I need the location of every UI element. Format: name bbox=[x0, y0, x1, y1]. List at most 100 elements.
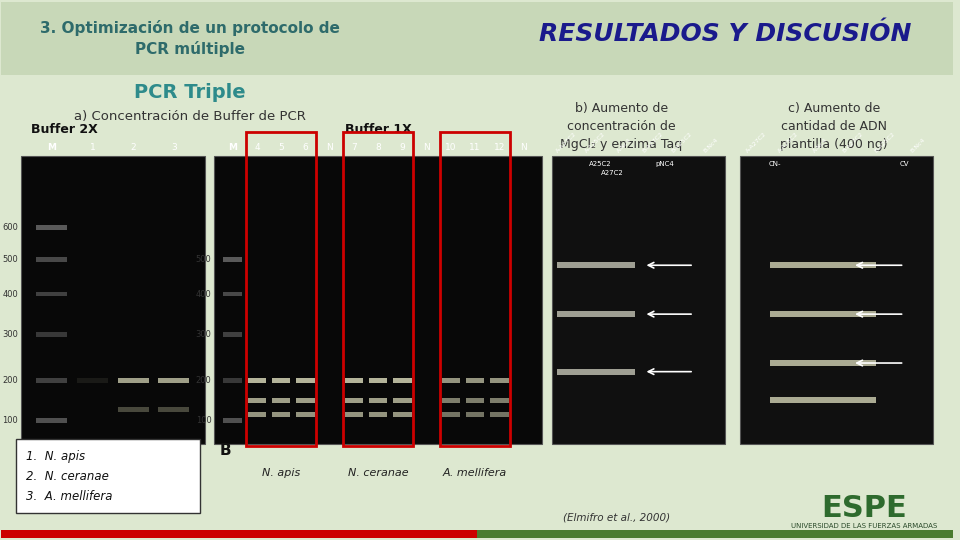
Text: Buffer 1X: Buffer 1X bbox=[345, 123, 412, 136]
Text: 6: 6 bbox=[302, 143, 308, 152]
Text: UNIVERSIDAD DE LAS FUERZAS ARMADAS: UNIVERSIDAD DE LAS FUERZAS ARMADAS bbox=[791, 523, 937, 529]
Text: 1: 1 bbox=[89, 143, 95, 152]
Text: M: M bbox=[47, 143, 56, 152]
Bar bbox=[272, 413, 290, 417]
Bar bbox=[491, 413, 509, 417]
Text: c) Aumento de
cantidad de ADN
plantilla (400 ng): c) Aumento de cantidad de ADN plantilla … bbox=[780, 102, 888, 151]
Text: 200: 200 bbox=[196, 376, 211, 385]
Text: B: B bbox=[220, 443, 231, 458]
Bar bbox=[214, 156, 541, 443]
Bar bbox=[224, 418, 242, 423]
Bar bbox=[369, 398, 387, 403]
Text: N: N bbox=[520, 143, 527, 152]
Bar bbox=[118, 407, 149, 411]
Text: 7: 7 bbox=[351, 143, 357, 152]
Text: CN-: CN- bbox=[769, 161, 781, 167]
Bar bbox=[394, 398, 412, 403]
Text: N. ceranae: N. ceranae bbox=[348, 468, 408, 478]
Text: 300: 300 bbox=[2, 330, 18, 339]
Bar bbox=[557, 262, 635, 268]
Text: 5: 5 bbox=[278, 143, 284, 152]
Bar bbox=[118, 378, 149, 383]
Bar bbox=[248, 378, 266, 383]
Bar bbox=[36, 257, 67, 262]
Text: (Elmifro et al., 2000): (Elmifro et al., 2000) bbox=[563, 513, 670, 523]
Bar bbox=[440, 132, 510, 446]
Bar bbox=[36, 332, 67, 337]
Text: 400: 400 bbox=[2, 289, 18, 299]
Text: A.Nc4: A.Nc4 bbox=[812, 138, 828, 154]
Bar bbox=[770, 360, 876, 366]
Text: B.Nc4: B.Nc4 bbox=[703, 137, 719, 154]
Text: Buffer 2X: Buffer 2X bbox=[31, 123, 98, 136]
Bar bbox=[36, 378, 67, 383]
Text: M: M bbox=[228, 143, 237, 152]
Text: A27C2: A27C2 bbox=[601, 170, 624, 176]
Text: a) Concentración de Buffer de PCR: a) Concentración de Buffer de PCR bbox=[74, 110, 305, 123]
Text: A: A bbox=[26, 443, 37, 458]
Text: 300: 300 bbox=[196, 330, 211, 339]
Bar bbox=[158, 407, 189, 411]
Bar bbox=[770, 262, 876, 268]
Bar bbox=[491, 378, 509, 383]
Bar bbox=[158, 378, 189, 383]
Bar bbox=[369, 413, 387, 417]
Bar bbox=[466, 398, 484, 403]
Bar bbox=[248, 398, 266, 403]
Bar bbox=[369, 378, 387, 383]
Text: pNC4: pNC4 bbox=[655, 161, 674, 167]
Text: A-A25C2: A-A25C2 bbox=[778, 132, 800, 154]
Text: N. apis: N. apis bbox=[262, 468, 300, 478]
Text: 3. Optimización de un protocolo de
PCR múltiple: 3. Optimización de un protocolo de PCR m… bbox=[39, 20, 340, 57]
Text: B-A27C2: B-A27C2 bbox=[842, 131, 864, 154]
Text: N: N bbox=[423, 143, 430, 152]
Bar bbox=[552, 156, 725, 443]
Bar bbox=[343, 132, 413, 446]
Text: 1.  N. apis: 1. N. apis bbox=[26, 450, 85, 463]
Text: N: N bbox=[326, 143, 333, 152]
Text: 500: 500 bbox=[2, 255, 18, 264]
Text: 3: 3 bbox=[171, 143, 177, 152]
Text: 12: 12 bbox=[493, 143, 505, 152]
Text: 500: 500 bbox=[196, 255, 211, 264]
Bar bbox=[394, 413, 412, 417]
Bar bbox=[297, 413, 315, 417]
Bar bbox=[770, 397, 876, 403]
Bar bbox=[36, 418, 67, 423]
Text: 4: 4 bbox=[254, 143, 260, 152]
Bar bbox=[770, 311, 876, 317]
Bar bbox=[297, 378, 315, 383]
Bar bbox=[466, 378, 484, 383]
Bar bbox=[77, 378, 108, 383]
Bar bbox=[557, 369, 635, 375]
Bar bbox=[491, 398, 509, 403]
Text: B-A25C2: B-A25C2 bbox=[874, 131, 897, 154]
Text: 11: 11 bbox=[469, 143, 481, 152]
Bar bbox=[272, 398, 290, 403]
Bar bbox=[224, 292, 242, 296]
Bar bbox=[740, 156, 933, 443]
Text: B-A25C2: B-A25C2 bbox=[670, 131, 693, 154]
Bar bbox=[272, 378, 290, 383]
Text: 2.  N. ceranae: 2. N. ceranae bbox=[26, 470, 108, 483]
Text: 600: 600 bbox=[2, 224, 18, 232]
Text: B-A27C2: B-A27C2 bbox=[641, 131, 664, 154]
Bar bbox=[246, 132, 316, 446]
Text: CV: CV bbox=[900, 161, 909, 167]
Bar bbox=[224, 257, 242, 262]
Text: A25C2: A25C2 bbox=[588, 161, 612, 167]
Text: A-A27C2: A-A27C2 bbox=[555, 131, 577, 154]
Text: 200: 200 bbox=[2, 376, 18, 385]
Text: PCR Triple: PCR Triple bbox=[133, 83, 246, 102]
Bar bbox=[442, 378, 460, 383]
Text: RESULTADOS Y DISCUSIÓN: RESULTADOS Y DISCUSIÓN bbox=[539, 23, 911, 46]
Text: ESPE: ESPE bbox=[821, 494, 907, 523]
Bar bbox=[224, 378, 242, 383]
Text: A.Nc4: A.Nc4 bbox=[615, 138, 633, 154]
Text: 10: 10 bbox=[445, 143, 457, 152]
Bar bbox=[557, 311, 635, 317]
Text: 8: 8 bbox=[375, 143, 381, 152]
Text: A. mellifera: A. mellifera bbox=[443, 468, 507, 478]
Text: b) Aumento de
concentración de
MgCl₂ y enzima Taq: b) Aumento de concentración de MgCl₂ y e… bbox=[560, 102, 683, 151]
Text: 9: 9 bbox=[399, 143, 405, 152]
